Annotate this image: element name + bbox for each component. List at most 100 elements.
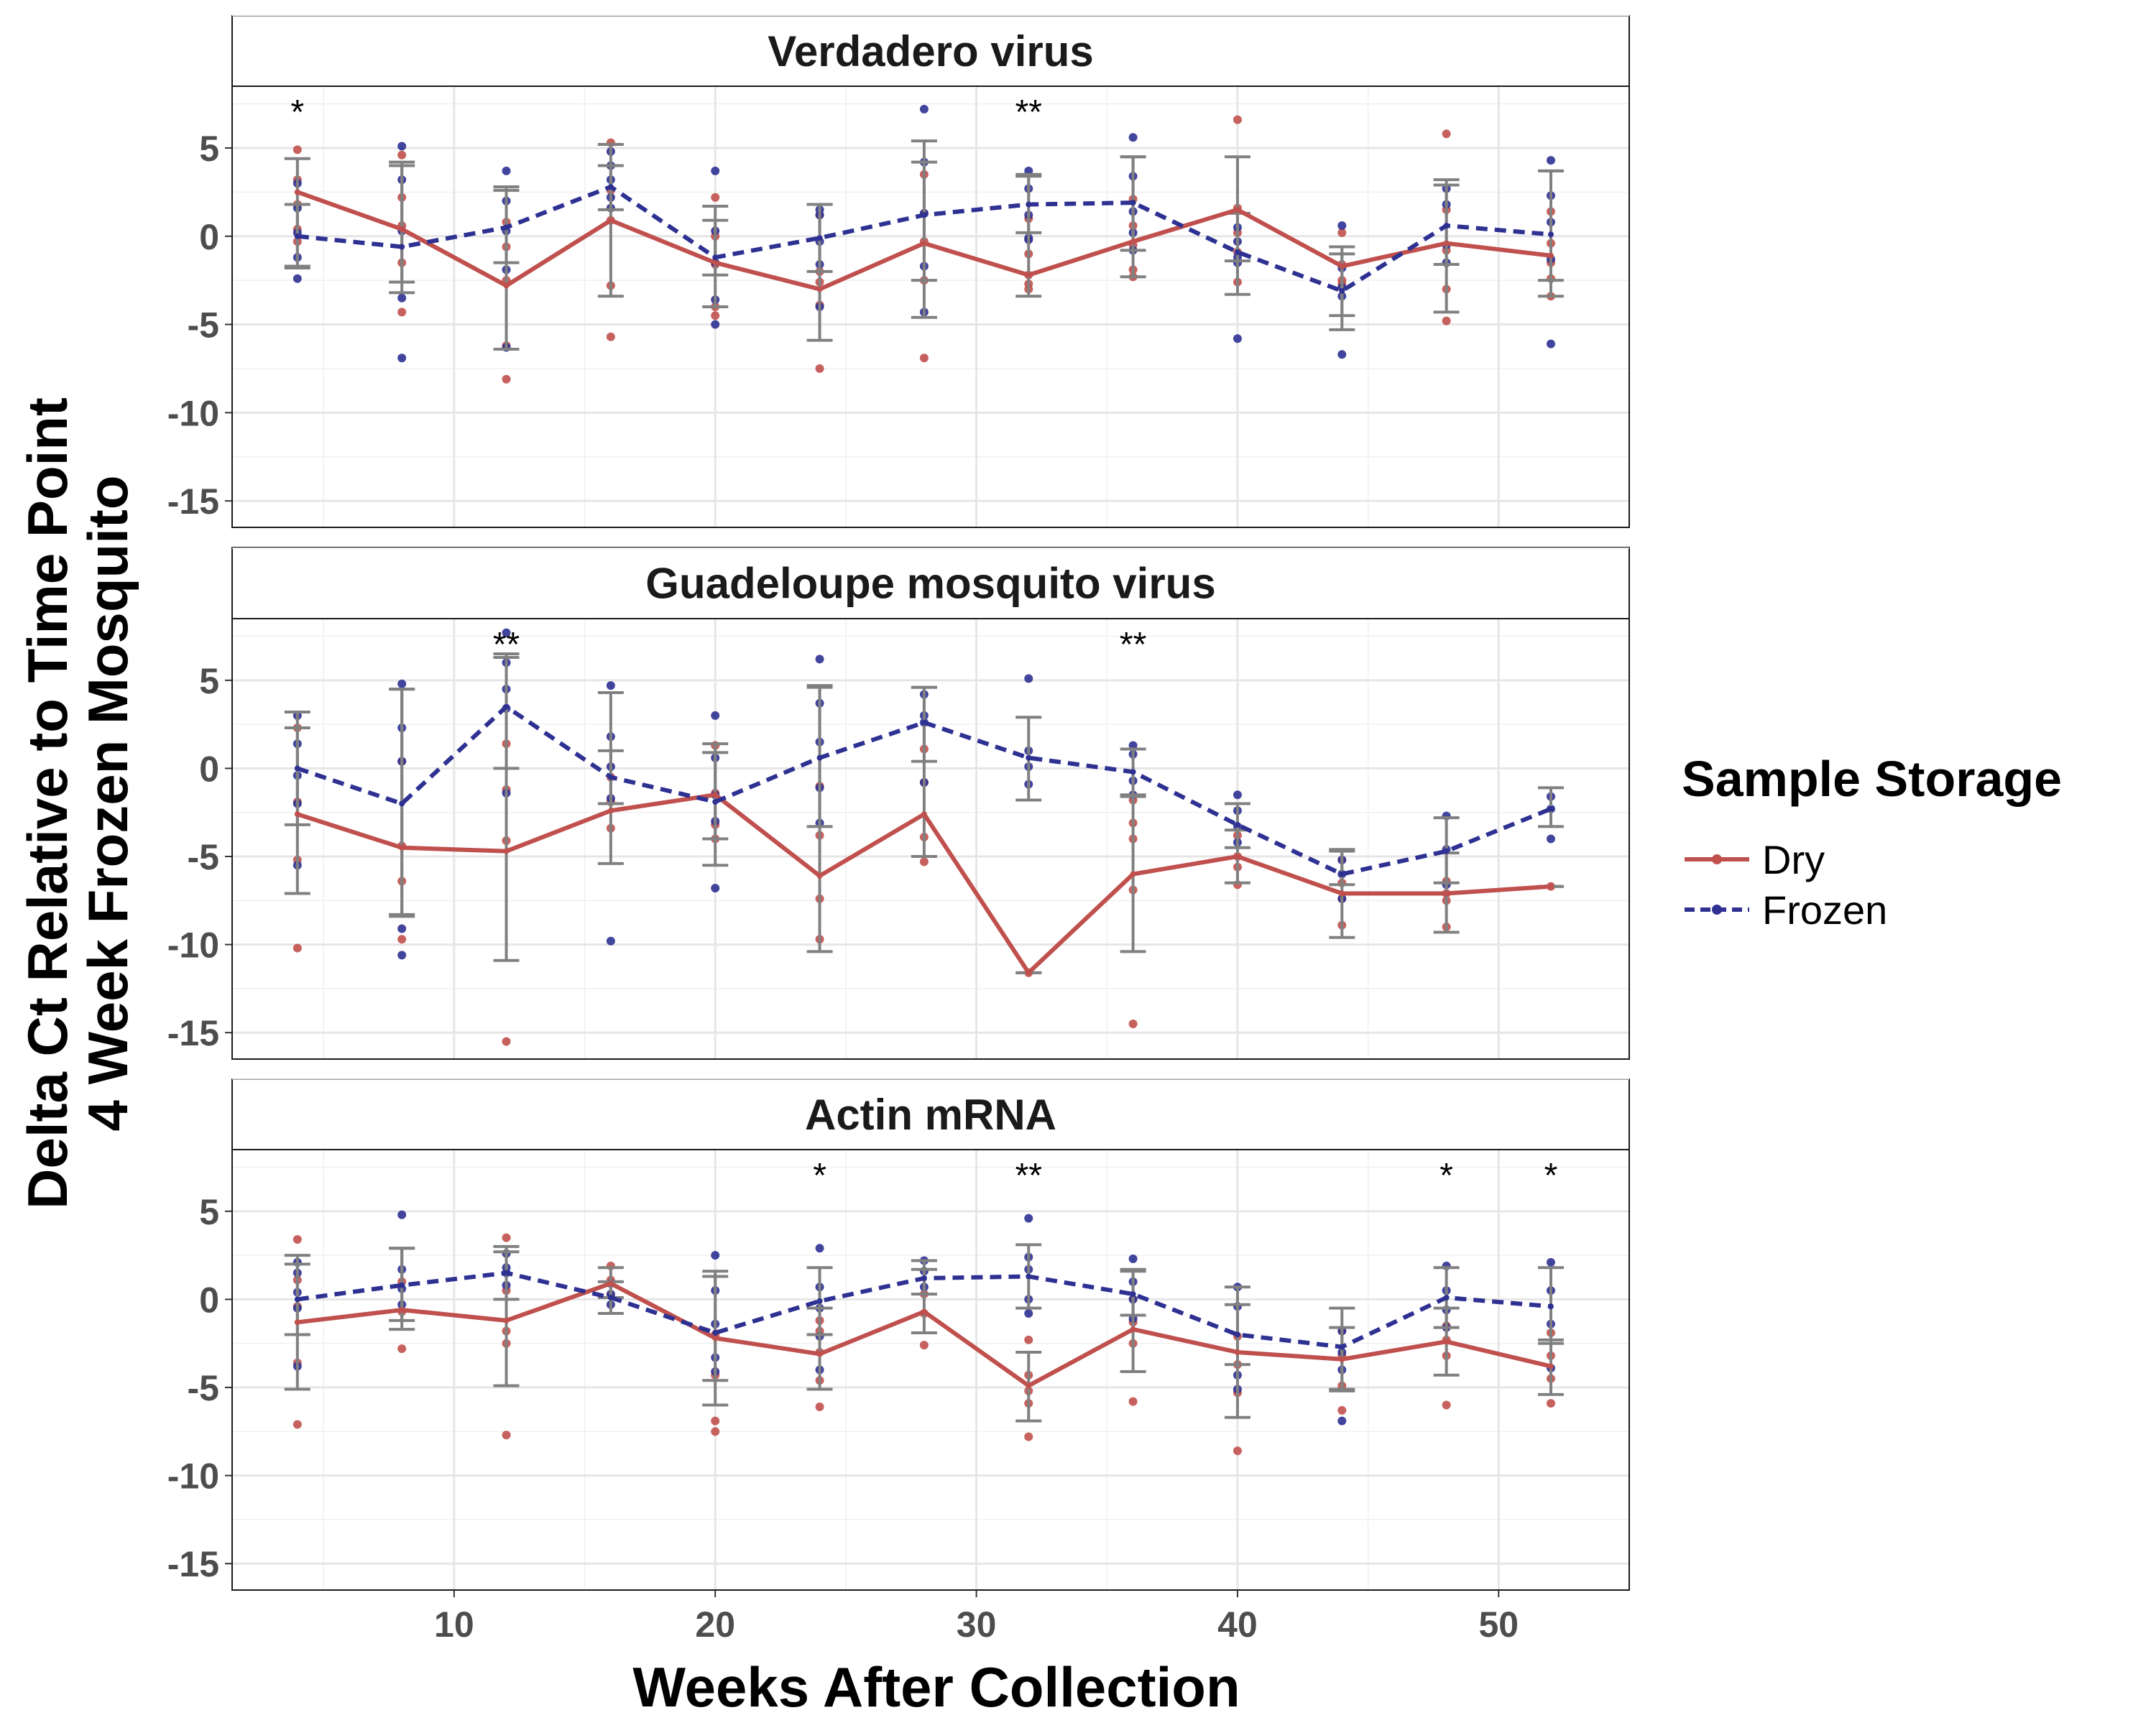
data-point: [606, 936, 615, 946]
y-axis-title: Delta Ct Relative to Time Point 4 Week F…: [16, 397, 139, 1209]
y-tick-label: 0: [199, 1280, 219, 1320]
significance-marker: **: [1015, 1157, 1042, 1195]
significance-marker: **: [493, 626, 520, 664]
points-dry: [292, 1233, 1555, 1456]
data-point: [1337, 350, 1347, 359]
x-axis: 10 20 30 40 50: [434, 1590, 1519, 1645]
panel-border: [231, 618, 1630, 1060]
series-markers-dry: [294, 1280, 1554, 1389]
data-point: [397, 924, 407, 933]
data-point: [1546, 339, 1555, 348]
grid-lines: [232, 15, 1629, 527]
panel-border: [231, 1149, 1630, 1591]
data-point: [1337, 1405, 1347, 1415]
y-tick-label: -15: [167, 481, 219, 522]
series-marker: [712, 792, 719, 798]
series-marker: [712, 1330, 719, 1336]
data-point: [502, 1233, 511, 1242]
data-point: [1024, 674, 1033, 683]
panel-strip: [231, 547, 1630, 619]
data-point: [1546, 1399, 1555, 1408]
series-marker: [1339, 287, 1345, 294]
panel-strip: [231, 15, 1630, 87]
data-point: [711, 1416, 720, 1426]
significance-marker: *: [1544, 1157, 1558, 1195]
series-marker: [1547, 805, 1554, 812]
data-point: [815, 1402, 824, 1411]
y-tick-label: 0: [199, 749, 219, 789]
series-marker: [1443, 1339, 1450, 1345]
series-marker: [712, 1335, 719, 1341]
y-tick-label: 5: [199, 129, 219, 169]
series-marker: [921, 811, 927, 818]
series-marker: [1026, 201, 1032, 208]
series-markers-frozen: [294, 183, 1554, 294]
series-marker: [921, 240, 927, 246]
series-marker: [921, 1275, 927, 1281]
data-point: [1546, 834, 1555, 844]
series-marker: [294, 189, 300, 195]
series-marker: [607, 1294, 614, 1300]
legend-item-frozen: Frozen: [1685, 887, 1887, 933]
series-markers-dry: [294, 189, 1554, 292]
data-point: [1024, 1309, 1033, 1318]
data-point: [711, 193, 720, 202]
data-point: [1024, 1214, 1033, 1223]
series-marker: [1130, 239, 1136, 245]
x-tick-label: 30: [957, 1604, 997, 1645]
significance-marker: *: [813, 1157, 826, 1195]
data-point: [397, 308, 407, 317]
data-point: [1546, 156, 1555, 165]
series-marker: [503, 848, 510, 854]
data-point: [1442, 316, 1451, 325]
data-point: [292, 274, 302, 283]
data-point: [1337, 228, 1347, 237]
x-tick-label: 10: [434, 1604, 474, 1645]
y-tick-label: -10: [167, 1456, 219, 1497]
series-marker: [607, 1280, 614, 1287]
y-tick-label: 0: [199, 217, 219, 257]
data-point: [815, 1244, 824, 1253]
data-point: [292, 1420, 302, 1429]
panel-strip: [231, 1078, 1630, 1150]
data-point: [397, 142, 407, 151]
series-marker: [1026, 1273, 1032, 1280]
series-marker: [1234, 854, 1240, 860]
series-marker: [712, 259, 719, 266]
data-point: [292, 943, 302, 953]
y-tick-label: -15: [167, 1013, 219, 1053]
series-marker: [816, 1298, 823, 1304]
series-marker: [1547, 252, 1554, 259]
y-axis-title-line-2: 4 Week Frozen Mosquito: [76, 476, 139, 1132]
series-marker: [712, 799, 719, 805]
data-point: [606, 681, 615, 690]
y-tick-label: -5: [188, 1368, 219, 1408]
data-point: [502, 166, 511, 175]
data-point: [502, 374, 511, 384]
series-marker: [294, 765, 300, 772]
data-point: [397, 293, 407, 302]
series-marker: [503, 224, 510, 231]
series-markers-frozen: [294, 1270, 1554, 1350]
y-tick-label: -10: [167, 925, 219, 966]
legend: Sample Storage Dry Frozen: [1682, 751, 2062, 933]
series-marker: [816, 286, 823, 292]
panel-2: Guadeloupe mosquito virus 5 0 -5 -10 -15 ** **: [167, 547, 1630, 1060]
series-marker: [1547, 231, 1554, 238]
y-tick-label: 5: [199, 1192, 219, 1232]
data-point: [711, 1251, 720, 1260]
data-point: [711, 1427, 720, 1436]
x-axis-title: Weeks After Collection: [632, 1655, 1240, 1719]
series-marker: [1339, 890, 1345, 897]
data-point: [397, 150, 407, 160]
points-frozen: [292, 104, 1555, 363]
y-tick-label: 5: [199, 661, 219, 701]
series-marker: [1547, 1303, 1554, 1310]
data-point: [711, 320, 720, 329]
data-point: [1233, 115, 1242, 124]
series-marker: [1130, 769, 1136, 775]
series-marker: [1339, 1344, 1345, 1350]
panel-title: Guadeloupe mosquito virus: [645, 560, 1215, 608]
data-point: [292, 1235, 302, 1244]
